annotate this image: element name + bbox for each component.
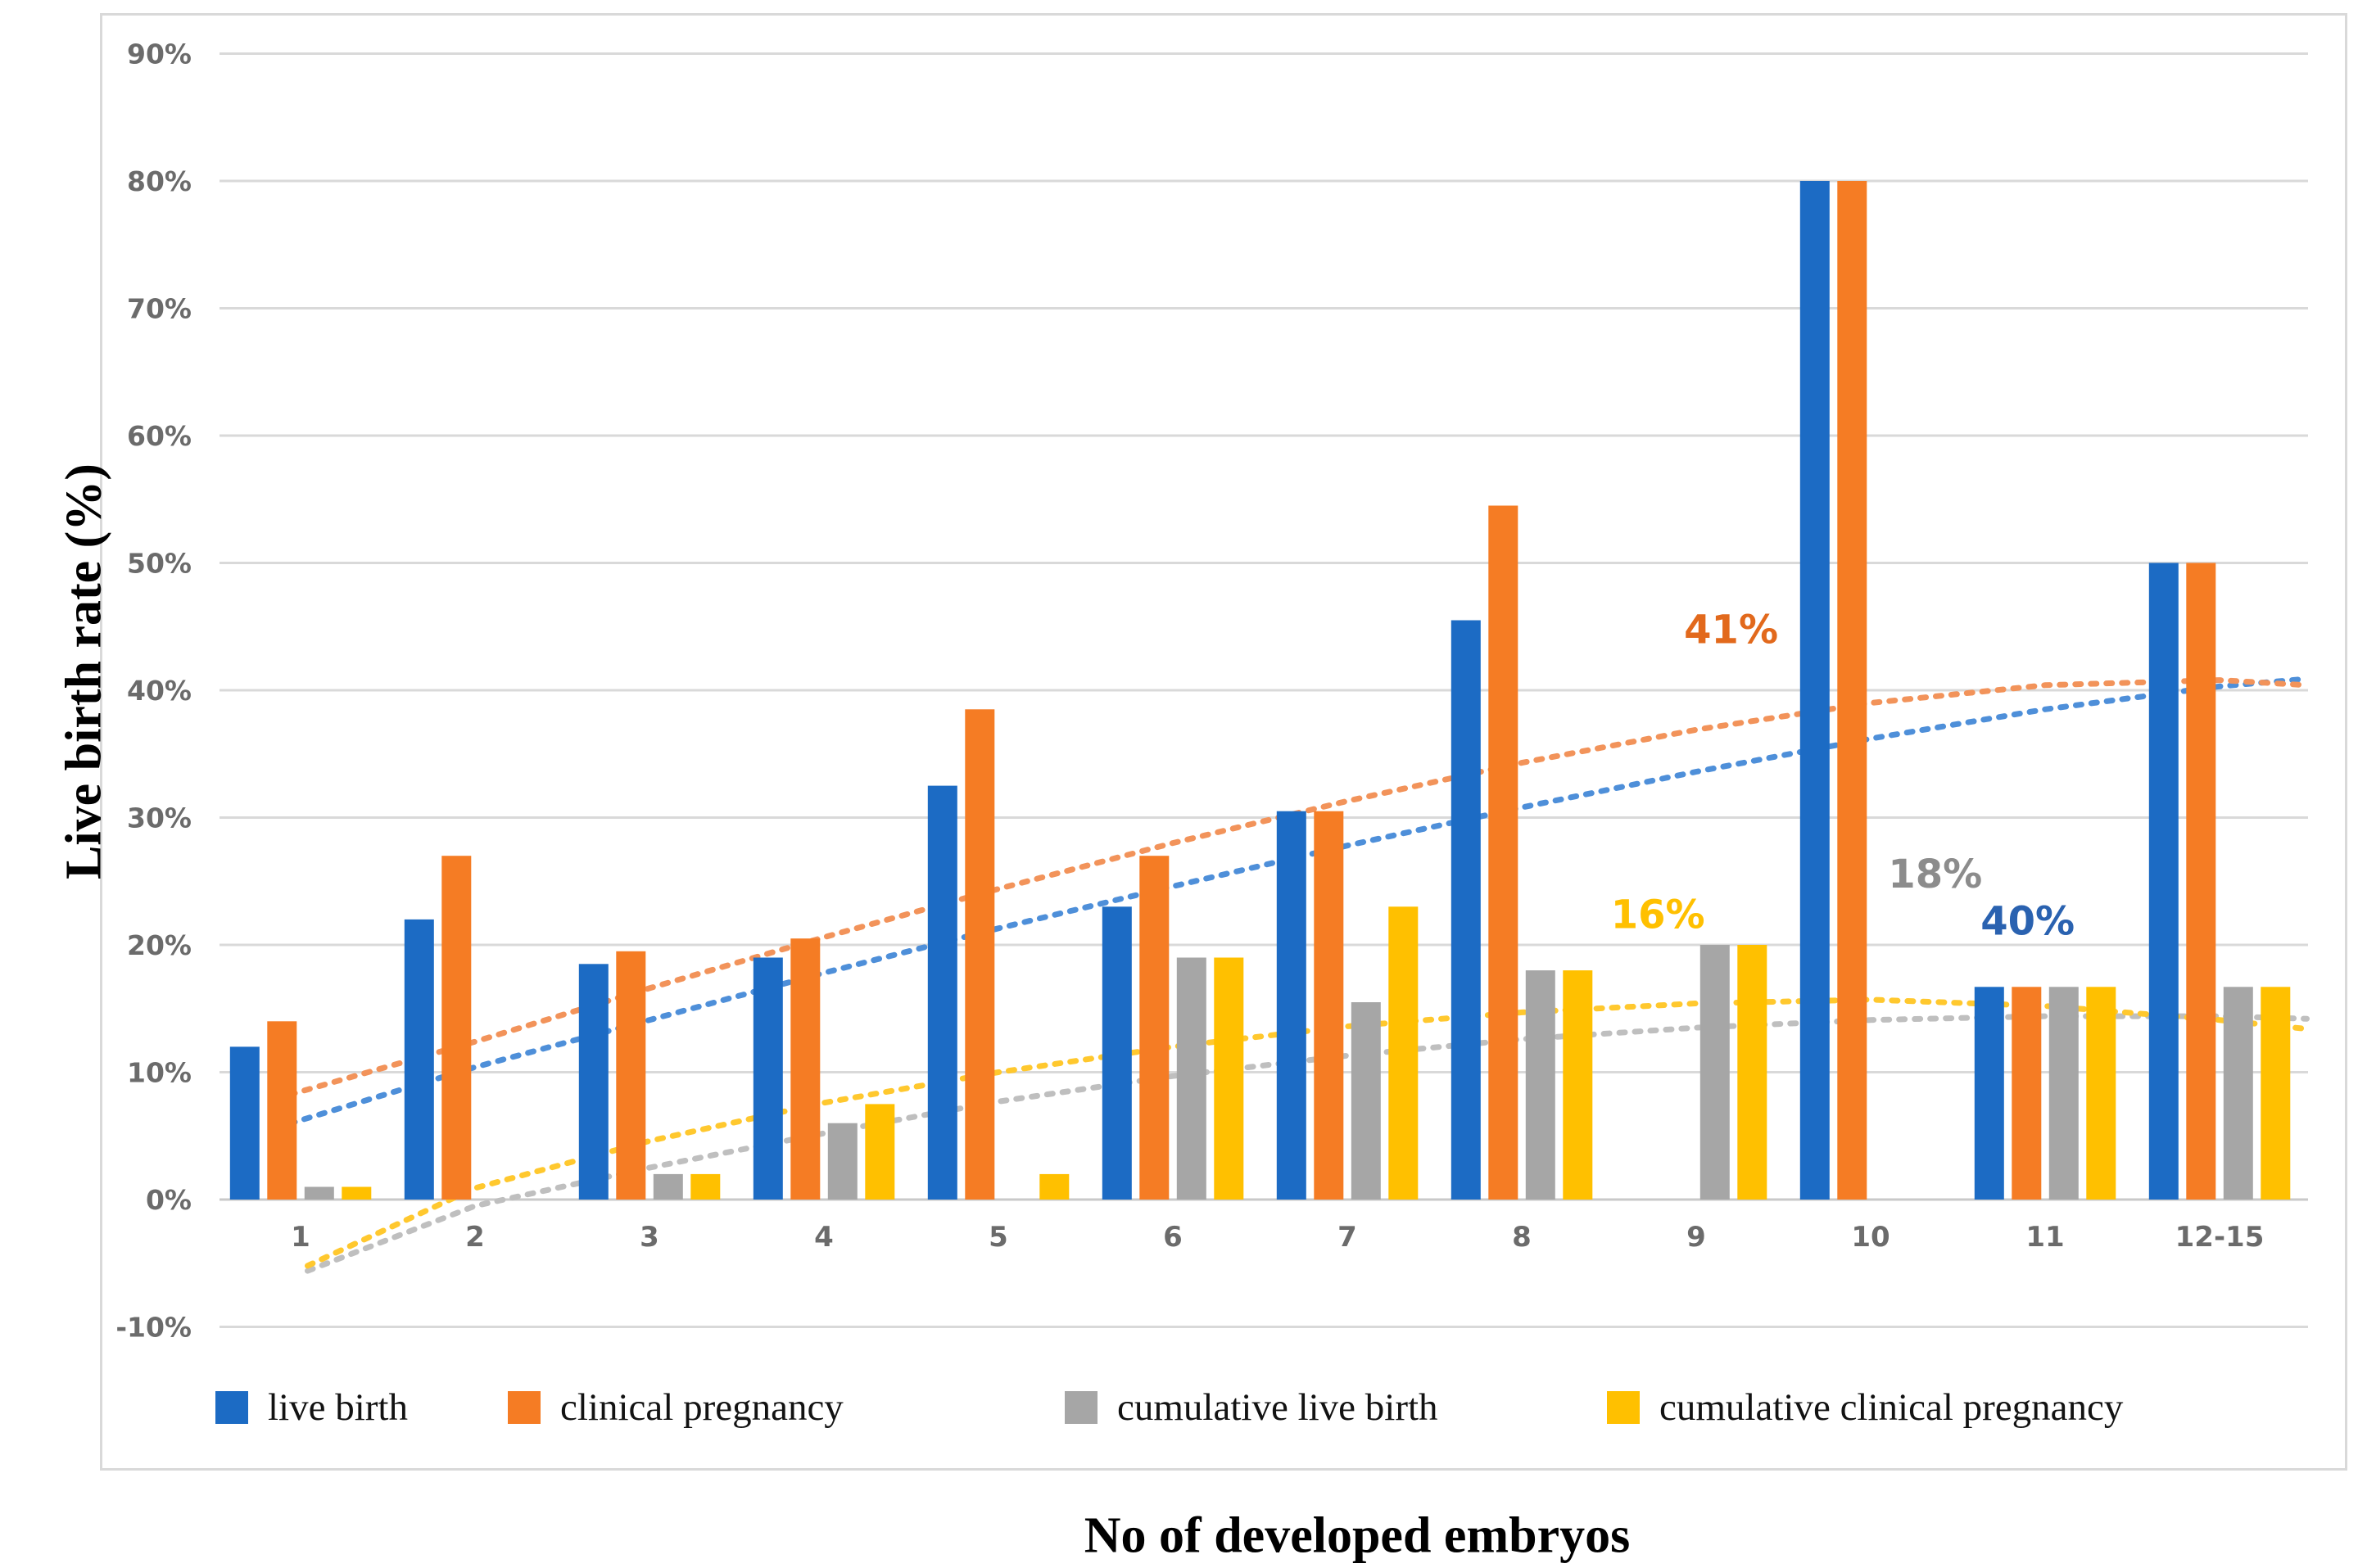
y-tick-label-30: 30% [127,802,192,834]
y-tick-label-60: 60% [127,420,192,452]
legend-swatch-cumulative-clinical-pregnancy [1607,1391,1640,1424]
y-tick-label-20: 20% [127,929,192,961]
legend-item-live-birth: live birth [215,1385,408,1430]
bar-clinical-pregnancy-11 [2012,987,2042,1200]
bar-cumulative-clinical-pregnancy-6 [1214,957,1244,1200]
x-category-label-8: 8 [1512,1221,1532,1254]
bar-cumulative-live-birth-4 [827,1123,858,1200]
bar-live-birth-10 [1799,181,1830,1200]
bar-live-birth-11 [1974,987,2004,1200]
bar-cumulative-live-birth-11 [2048,987,2079,1200]
x-category-label-10: 10 [1851,1221,1890,1254]
annotation-40: 40% [1980,898,2075,944]
trendline-cumulative-live-birth [305,1013,2310,1274]
bar-clinical-pregnancy-5 [965,709,995,1200]
legend-item-cumulative-live-birth: cumulative live birth [1065,1385,1438,1430]
x-category-label-4: 4 [814,1221,834,1254]
bar-live-birth-5 [927,785,957,1200]
x-category-label-11: 11 [2025,1221,2064,1254]
x-axis-title: No of developed embryos [1084,1507,1631,1564]
trendline-live-birth [271,676,2310,1132]
bar-cumulative-clinical-pregnancy-8 [1563,970,1593,1200]
x-category-label-12-15: 12-15 [2175,1221,2265,1254]
annotation-41: 41% [1684,607,1778,653]
bar-live-birth-4 [753,957,783,1200]
bar-clinical-pregnancy-3 [616,951,646,1200]
x-category-label-2: 2 [465,1221,485,1254]
bar-cumulative-clinical-pregnancy-12-15 [2261,987,2291,1200]
bar-cumulative-clinical-pregnancy-9 [1737,945,1767,1200]
bar-live-birth-2 [404,919,434,1200]
x-category-label-9: 9 [1686,1221,1706,1254]
bar-cumulative-live-birth-3 [653,1173,683,1200]
bar-cumulative-clinical-pregnancy-7 [1388,906,1419,1200]
bar-clinical-pregnancy-12-15 [2186,563,2216,1200]
bar-live-birth-12-15 [2148,563,2179,1200]
bar-cumulative-live-birth-6 [1176,957,1206,1200]
legend-label-cumulative-live-birth: cumulative live birth [1117,1386,1438,1429]
legend-label-cumulative-clinical-pregnancy: cumulative clinical pregnancy [1659,1386,2124,1429]
y-tick-label-0: 0% [146,1184,192,1216]
annotation-16: 16% [1611,892,1705,938]
bar-live-birth-1 [229,1046,260,1200]
bar-cumulative-live-birth-9 [1699,945,1730,1200]
bar-clinical-pregnancy-7 [1314,811,1344,1200]
bar-cumulative-clinical-pregnancy-4 [865,1104,895,1200]
bar-clinical-pregnancy-10 [1837,181,1867,1200]
legend-label-live-birth: live birth [268,1386,408,1429]
chart-frame [100,13,2347,1471]
trendline-clinical-pregnancy [271,677,2310,1102]
bar-cumulative-clinical-pregnancy-3 [690,1173,721,1200]
bar-clinical-pregnancy-6 [1139,856,1170,1200]
y-tick-label-10: 10% [127,1057,192,1089]
bar-cumulative-clinical-pregnancy-5 [1039,1173,1070,1200]
bar-clinical-pregnancy-2 [441,856,472,1200]
bar-live-birth-3 [578,964,609,1200]
bar-clinical-pregnancy-1 [267,1021,297,1200]
bar-cumulative-live-birth-7 [1351,1002,1381,1200]
legend-swatch-clinical-pregnancy [508,1391,541,1424]
y-tick-label-90: 90% [127,38,192,70]
bar-live-birth-8 [1451,620,1481,1200]
bar-cumulative-live-birth-8 [1525,970,1555,1200]
legend-item-clinical-pregnancy: clinical pregnancy [508,1385,844,1430]
legend-swatch-live-birth [215,1391,248,1424]
chart-legend: live birth clinical pregnancy cumulative l… [0,1385,2367,1435]
legend-swatch-cumulative-live-birth [1065,1391,1098,1424]
bar-cumulative-live-birth-12-15 [2223,987,2253,1200]
x-category-label-6: 6 [1163,1221,1183,1254]
x-category-label-3: 3 [640,1221,659,1254]
legend-item-cumulative-clinical-pregnancy: cumulative clinical pregnancy [1607,1385,2123,1430]
x-category-label-5: 5 [989,1221,1008,1254]
bar-clinical-pregnancy-8 [1488,505,1518,1200]
y-tick-label-80: 80% [127,165,192,197]
bar-live-birth-6 [1102,906,1132,1200]
annotation-18: 18% [1888,852,1982,897]
y-tick-label-70: 70% [127,293,192,325]
trendline-cumulative-clinical-pregnancy [305,996,2310,1269]
y-tick-label-50: 50% [127,548,192,580]
bar-cumulative-clinical-pregnancy-1 [342,1186,372,1200]
bar-cumulative-clinical-pregnancy-11 [2086,987,2116,1200]
x-category-label-1: 1 [291,1221,310,1254]
bar-cumulative-live-birth-1 [304,1186,334,1200]
bar-live-birth-7 [1276,811,1306,1200]
y-tick-label--10: -10% [115,1312,192,1344]
bar-clinical-pregnancy-4 [790,938,821,1200]
x-category-label-7: 7 [1337,1221,1357,1254]
y-tick-label-40: 40% [127,675,192,707]
legend-label-clinical-pregnancy: clinical pregnancy [560,1386,844,1429]
